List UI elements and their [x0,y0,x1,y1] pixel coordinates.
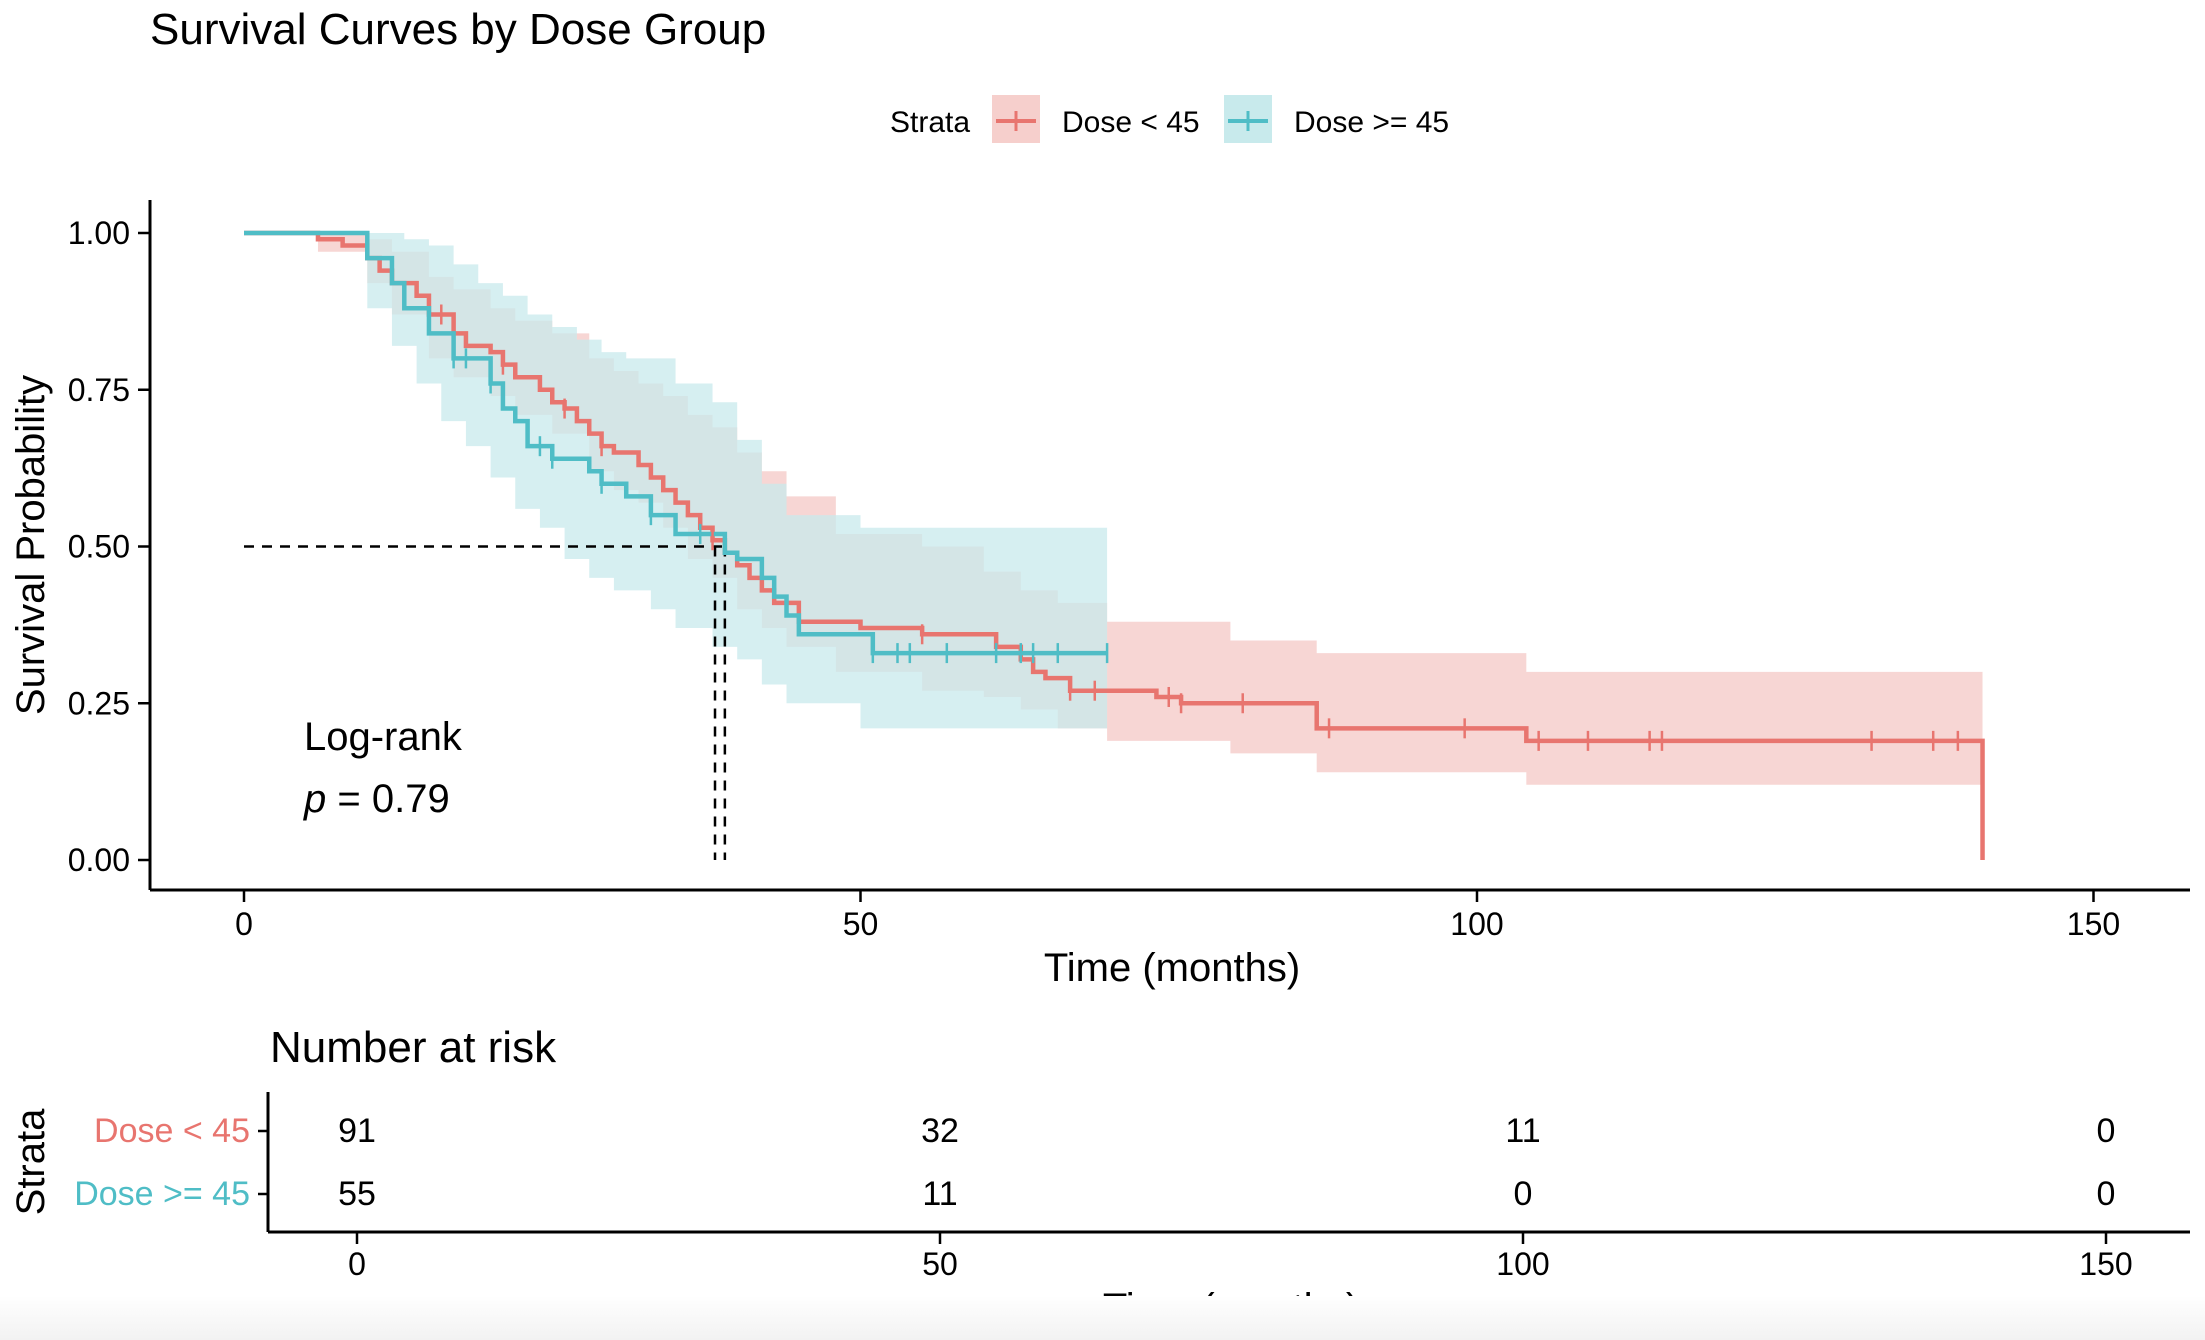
risk-count-dose-ge-45: 0 [2097,1175,2116,1213]
legend-label-dose-ge-45: Dose >= 45 [1294,106,1449,139]
risk-x-tick-label: 100 [1496,1246,1549,1282]
risk-table: Number at risk Strata Dose < 45 91 32 11 0Do… [9,1023,2190,1330]
y-axis-ticks: 0.00 0.25 0.50 0.75 1.00 [68,215,150,878]
risk-count-dose-ge-45: 0 [1514,1175,1533,1213]
y-tick-label: 0.50 [68,529,130,565]
risk-table-title: Number at risk [270,1023,557,1072]
x-tick-label: 50 [843,906,879,942]
p-symbol: p [303,777,326,821]
risk-table-strata-label: Strata [9,1108,53,1215]
risk-x-tick-label: 150 [2079,1246,2132,1282]
y-tick-label: 1.00 [68,215,130,251]
risk-row-label-dose-lt-45: Dose < 45 [94,1112,250,1150]
p-value: p = 0.79 [303,777,450,821]
x-axis-ticks: 0 50 100 150 [235,890,2120,942]
x-tick-label: 150 [2067,906,2120,942]
survival-curve-dose-ge-45 [244,230,1108,656]
log-rank-annotation: Log-rank p = 0.79 [303,715,463,821]
legend-label-dose-lt-45: Dose < 45 [1062,106,1200,139]
survival-curve-dose-lt-45 [244,230,1985,860]
median-survival-lines [244,545,727,860]
risk-count-dose-lt-45: 32 [921,1112,959,1150]
bottom-edge-shade [0,1296,2205,1340]
main-axes [148,200,2190,892]
risk-count-dose-lt-45: 11 [1505,1112,1540,1150]
censor-marks [440,304,1960,751]
p-value-text: = 0.79 [326,777,449,821]
y-axis-label: Survival Probability [9,375,53,715]
risk-x-tick-label: 0 [348,1246,366,1282]
survival-curves [244,230,1985,860]
legend-item-dose-lt-45: Dose < 45 [992,95,1200,143]
x-tick-label: 100 [1450,906,1503,942]
confidence-bands [244,233,1983,785]
chart-title: Survival Curves by Dose Group [150,5,766,54]
risk-count-dose-ge-45: 11 [922,1175,957,1213]
risk-row-label-dose-ge-45: Dose >= 45 [74,1175,250,1213]
risk-table-x-ticks: 0 50 100 150 [348,1232,2133,1282]
y-tick-label: 0.25 [68,685,130,721]
log-rank-label: Log-rank [304,715,463,759]
legend-title: Strata [890,106,970,139]
risk-count-dose-ge-45: 55 [338,1175,376,1213]
risk-table-rows: Dose < 45 91 32 11 0 Dose >= 45 55 11 0 0 [74,1112,2115,1213]
y-tick-label: 0.00 [68,842,130,878]
y-tick-label: 0.75 [68,372,130,408]
x-axis-label: Time (months) [1044,946,1300,990]
risk-count-dose-lt-45: 0 [2097,1112,2116,1150]
risk-count-dose-lt-45: 91 [338,1112,376,1150]
x-tick-label: 0 [235,906,253,942]
legend-item-dose-ge-45: Dose >= 45 [1224,95,1449,143]
risk-x-tick-label: 50 [922,1246,958,1282]
legend: Strata Dose < 45 Dose >= 45 [890,95,1449,143]
